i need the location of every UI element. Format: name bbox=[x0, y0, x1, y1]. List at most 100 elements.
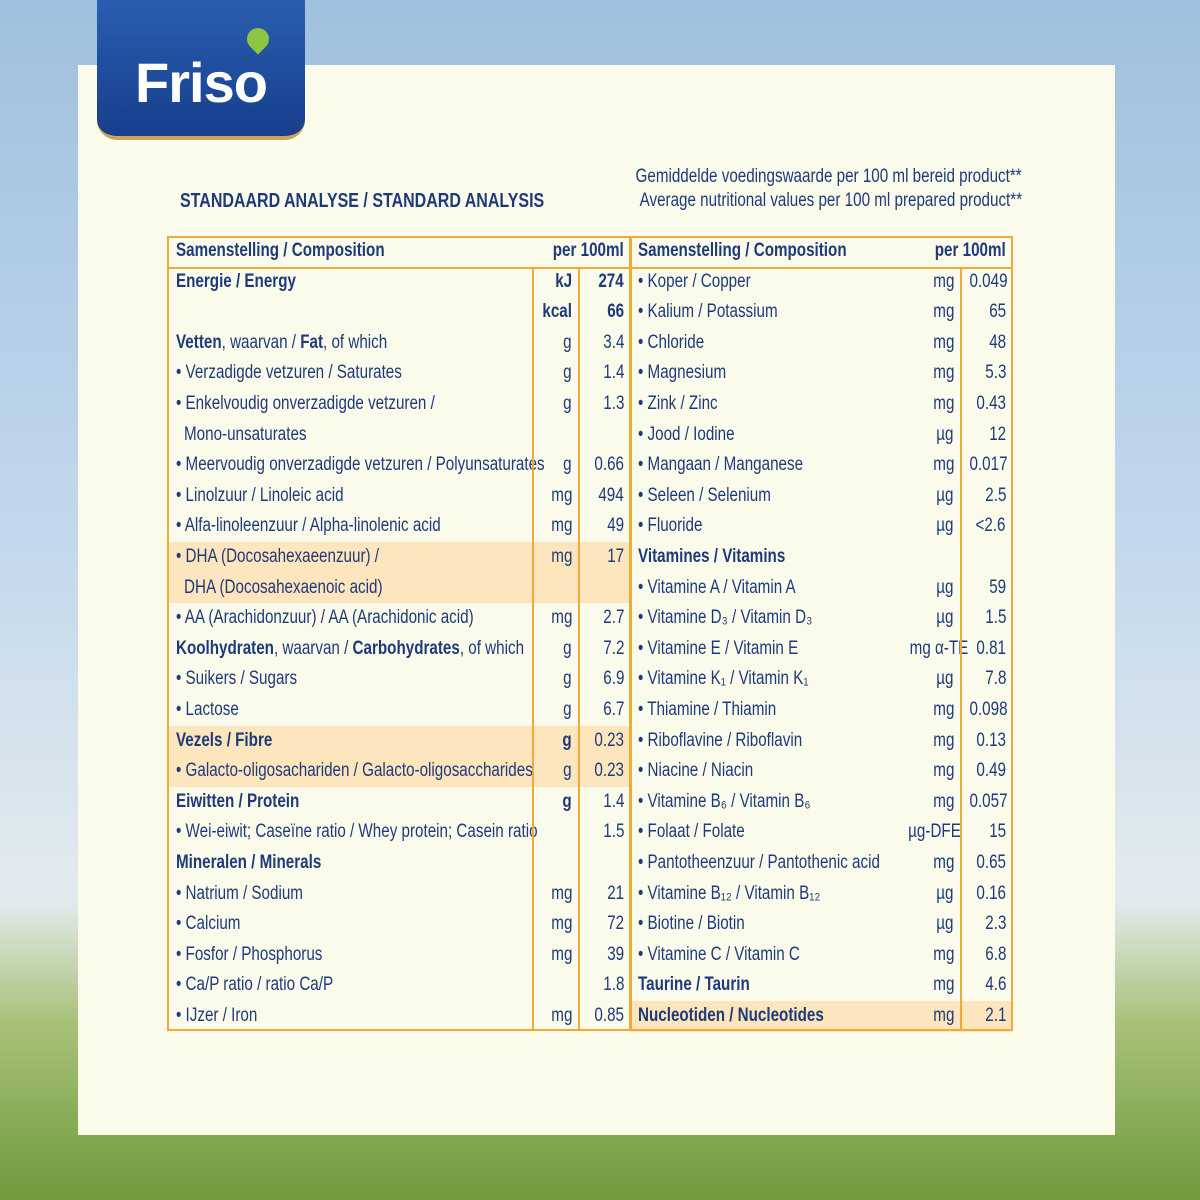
row-label: Vetten, waarvan / Fat, of which bbox=[176, 328, 530, 359]
row-value-text: 3.4 bbox=[602, 331, 624, 353]
row-value: 0.23 bbox=[578, 756, 624, 787]
row-value: 0.43 bbox=[960, 389, 1006, 420]
row-unit-text: µg bbox=[936, 913, 954, 935]
row-unit-text: µg bbox=[936, 576, 954, 598]
row-unit-text: mg bbox=[550, 943, 572, 965]
row-label-text: • Alfa-linoleenzuur / Alpha-linolenic ac… bbox=[176, 515, 441, 537]
row-unit-text: g bbox=[563, 393, 572, 414]
row-unit-text: g bbox=[563, 637, 572, 659]
row-value-text: 0.057 bbox=[969, 790, 1008, 812]
row-unit-text: mg bbox=[932, 790, 954, 812]
row-unit-text: mg bbox=[932, 362, 954, 384]
row-value: 3.4 bbox=[578, 328, 624, 359]
row-value-text: 0.13 bbox=[976, 729, 1006, 751]
row-unit-text: mg bbox=[550, 913, 572, 935]
row-label: • Enkelvoudig onverzadigde vetzuren / bbox=[176, 389, 530, 420]
row-label-text: • Chloride bbox=[638, 331, 705, 353]
row-label-text: • Magnesium bbox=[638, 362, 727, 384]
row-label-text: • Enkelvoudig onverzadigde vetzuren / bbox=[176, 393, 435, 414]
row-value-text: 15 bbox=[989, 821, 1006, 843]
row-unit: µg bbox=[895, 481, 954, 512]
row-unit: mg bbox=[532, 879, 572, 910]
row-unit: µg bbox=[895, 511, 954, 542]
row-unit: kcal bbox=[532, 297, 572, 328]
row-label-text: Vezels / Fibre bbox=[176, 729, 273, 751]
row-value-text: 494 bbox=[598, 484, 624, 506]
row-label-text: • Fluoride bbox=[638, 515, 703, 537]
row-label: • Vitamine E / Vitamin E bbox=[638, 634, 893, 665]
row-unit-text: µg-DFE bbox=[908, 821, 961, 843]
row-label: • Suikers / Sugars bbox=[176, 664, 530, 695]
header-line bbox=[168, 266, 1012, 269]
row-highlight bbox=[168, 756, 630, 787]
row-unit: µg bbox=[895, 420, 954, 451]
row-unit: mg bbox=[895, 940, 954, 971]
row-unit: mg bbox=[532, 940, 572, 971]
row-value: 5.3 bbox=[960, 358, 1006, 389]
row-label-text: • AA (Arachidonzuur) / AA (Arachidonic a… bbox=[176, 607, 474, 629]
header-label-text: Samenstelling / Composition bbox=[176, 240, 385, 261]
row-unit: mg bbox=[532, 542, 572, 573]
row-value: 7.2 bbox=[578, 634, 624, 665]
row-value-text: 6.9 bbox=[602, 668, 624, 690]
row-label-text: • Biotine / Biotin bbox=[638, 913, 745, 935]
row-value: 4.6 bbox=[960, 970, 1006, 1001]
row-unit: mg bbox=[895, 450, 954, 481]
row-label: • Verzadigde vetzuren / Saturates bbox=[176, 358, 530, 389]
row-value: 1.8 bbox=[578, 970, 624, 1001]
row-value-text: 1.3 bbox=[602, 393, 624, 414]
row-label: • Fluoride bbox=[638, 511, 893, 542]
row-label: • Vitamine C / Vitamin C bbox=[638, 940, 893, 971]
row-value-text: 7.2 bbox=[602, 637, 624, 659]
label-part: Carbohydrates bbox=[352, 637, 460, 659]
row-label: • AA (Arachidonzuur) / AA (Arachidonic a… bbox=[176, 603, 530, 634]
row-label: • Galacto-oligosachariden / Galacto-olig… bbox=[176, 756, 533, 787]
row-label: • Thiamine / Thiamin bbox=[638, 695, 893, 726]
row-value-text: 0.23 bbox=[594, 729, 624, 751]
row-value-text: 0.81 bbox=[976, 637, 1006, 659]
row-unit: µg bbox=[895, 664, 954, 695]
row-label-text: • Thiamine / Thiamin bbox=[638, 699, 777, 720]
row-label-text: • Vitamine D₃ / Vitamin D₃ bbox=[638, 607, 813, 629]
row-label: • Niacine / Niacin bbox=[638, 756, 893, 787]
row-label: • Vitamine B₁₂ / Vitamin B₁₂ bbox=[638, 879, 893, 910]
row-label-text: • Kalium / Potassium bbox=[638, 301, 778, 323]
row-label-text: • Natrium / Sodium bbox=[176, 882, 303, 904]
row-value: 6.7 bbox=[578, 695, 624, 726]
row-value-text: 0.23 bbox=[594, 760, 624, 782]
row-unit-text: µg bbox=[936, 515, 954, 537]
row-value: 65 bbox=[960, 297, 1006, 328]
row-value-text: 0.098 bbox=[969, 699, 1008, 720]
row-unit: g bbox=[532, 726, 572, 757]
row-highlight bbox=[168, 542, 630, 604]
row-value-text: 21 bbox=[607, 882, 624, 904]
row-value-text: 2.3 bbox=[984, 913, 1006, 935]
row-unit-text: kcal bbox=[542, 301, 572, 323]
row-label: Nucleotiden / Nucleotides bbox=[638, 1001, 893, 1032]
row-value-text: 6.7 bbox=[602, 699, 624, 720]
row-value-text: 0.66 bbox=[594, 454, 624, 476]
row-unit-text: mg bbox=[932, 943, 954, 965]
row-unit: g bbox=[532, 695, 572, 726]
row-value-text: 4.6 bbox=[984, 974, 1006, 996]
row-unit-text: mg bbox=[550, 515, 572, 537]
row-value: 0.85 bbox=[578, 1001, 624, 1032]
row-value-text: 2.1 bbox=[984, 1005, 1006, 1026]
row-unit: mg bbox=[532, 1001, 572, 1032]
row-value-text: 0.049 bbox=[969, 270, 1008, 292]
row-unit: mg bbox=[895, 726, 954, 757]
row-label-text: • Jood / Iodine bbox=[638, 423, 735, 445]
row-unit: g bbox=[532, 328, 572, 359]
row-label-text: Vetten, waarvan / Fat, of which bbox=[176, 328, 387, 359]
label-part: , of which bbox=[459, 637, 525, 659]
row-value-text: 1.8 bbox=[602, 974, 624, 996]
row-unit-text: mg bbox=[932, 393, 954, 414]
row-value: 1.3 bbox=[578, 389, 624, 420]
row-label-text: Vitamines / Vitamins bbox=[638, 546, 786, 567]
row-label: • Alfa-linoleenzuur / Alpha-linolenic ac… bbox=[176, 511, 530, 542]
row-label: • Chloride bbox=[638, 328, 893, 359]
row-label-text: • Koper / Copper bbox=[638, 270, 751, 292]
row-unit: µg bbox=[895, 573, 954, 604]
row-unit-text: mg α-TE bbox=[909, 637, 969, 659]
row-label: Mineralen / Minerals bbox=[176, 848, 530, 879]
